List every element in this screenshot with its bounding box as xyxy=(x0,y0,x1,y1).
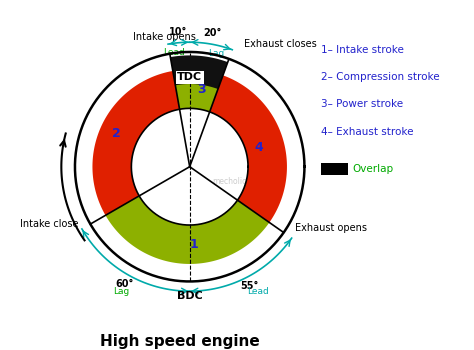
Text: 10°: 10° xyxy=(169,27,188,37)
Text: High speed engine: High speed engine xyxy=(100,334,260,349)
Text: Overlap: Overlap xyxy=(352,164,393,174)
Text: 1– Intake stroke: 1– Intake stroke xyxy=(321,45,404,55)
Bar xyxy=(321,163,348,175)
Text: 55°: 55° xyxy=(240,281,259,292)
Text: Exhaust closes: Exhaust closes xyxy=(244,39,316,49)
Polygon shape xyxy=(170,55,228,89)
Text: Lead: Lead xyxy=(163,48,185,57)
Text: Intake close: Intake close xyxy=(20,219,79,229)
Text: 4– Exhaust stroke: 4– Exhaust stroke xyxy=(321,127,413,137)
Text: 60°: 60° xyxy=(116,279,134,289)
Text: 3– Power stroke: 3– Power stroke xyxy=(321,99,403,110)
Polygon shape xyxy=(106,196,269,264)
Text: 4: 4 xyxy=(255,141,264,154)
Text: Lag: Lag xyxy=(208,49,224,58)
Text: Lag: Lag xyxy=(113,287,129,296)
Text: 2– Compression stroke: 2– Compression stroke xyxy=(321,72,439,82)
Text: 1: 1 xyxy=(190,238,199,251)
Text: BDC: BDC xyxy=(177,291,202,301)
Text: 20°: 20° xyxy=(203,28,221,38)
Text: Intake opens: Intake opens xyxy=(134,32,196,42)
Text: Lead: Lead xyxy=(247,287,269,296)
Text: Exhaust opens: Exhaust opens xyxy=(295,223,367,233)
Polygon shape xyxy=(92,71,180,215)
Text: mecholic.com: mecholic.com xyxy=(212,177,264,186)
Text: TDC: TDC xyxy=(177,72,202,82)
Text: 2: 2 xyxy=(112,127,121,140)
Polygon shape xyxy=(173,69,223,112)
Polygon shape xyxy=(210,75,287,223)
Text: 3: 3 xyxy=(197,83,206,96)
